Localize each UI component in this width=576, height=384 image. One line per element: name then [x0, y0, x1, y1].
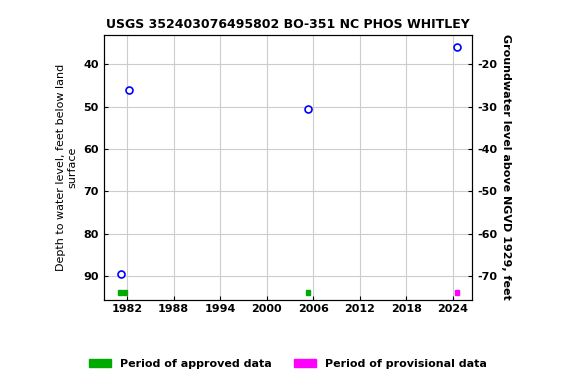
Bar [455, 290, 458, 295]
Y-axis label: Depth to water level, feet below land
surface: Depth to water level, feet below land su… [56, 63, 78, 271]
Bar [118, 290, 122, 295]
Y-axis label: Groundwater level above NGVD 1929, feet: Groundwater level above NGVD 1929, feet [501, 34, 511, 300]
Title: USGS 352403076495802 BO-351 NC PHOS WHITLEY: USGS 352403076495802 BO-351 NC PHOS WHIT… [106, 18, 470, 31]
Bar [123, 290, 127, 295]
Legend: Period of approved data, Period of provisional data: Period of approved data, Period of provi… [85, 354, 491, 374]
Bar [306, 290, 310, 295]
